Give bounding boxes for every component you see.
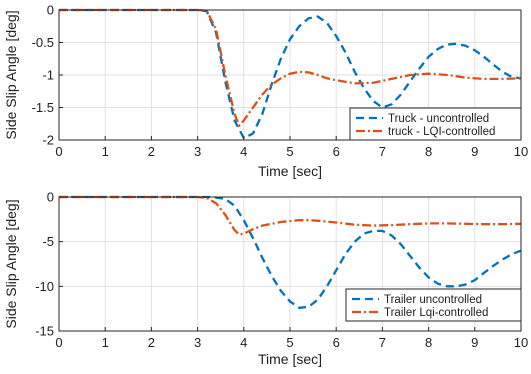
- x-tick-label: 8: [425, 335, 432, 350]
- x-tick-label: 5: [286, 335, 293, 350]
- x-tick-label: 4: [240, 144, 247, 159]
- legend-box: [345, 288, 522, 322]
- x-tick-label: 2: [148, 144, 155, 159]
- y-tick-label: -5: [42, 234, 54, 249]
- x-tick-label: 9: [471, 144, 478, 159]
- y-tick-label: -0.5: [32, 35, 54, 50]
- x-tick-label: 6: [333, 144, 340, 159]
- x-tick-label: 9: [471, 335, 478, 350]
- x-tick-label: 2: [148, 335, 155, 350]
- x-tick-label: 6: [333, 335, 340, 350]
- x-tick-label: 4: [240, 335, 247, 350]
- y-axis-label: Side Slip Angle [deg]: [3, 10, 19, 139]
- y-tick-label: -1: [42, 68, 54, 83]
- y-tick-label: 0: [47, 190, 54, 205]
- legend-label-1: Truck - uncontrolled: [388, 113, 489, 125]
- x-tick-label: 5: [286, 144, 293, 159]
- x-tick-label: 10: [514, 144, 528, 159]
- x-tick-label: 3: [194, 144, 201, 159]
- y-tick-label: 0: [47, 3, 54, 18]
- y-tick-label: -2: [42, 133, 54, 148]
- x-tick-label: 1: [102, 335, 109, 350]
- legend-label-2: truck - LQI-controlled: [388, 126, 495, 138]
- x-tick-label: 7: [379, 144, 386, 159]
- y-axis-label: Side Slip Angle [deg]: [3, 199, 19, 328]
- series-line-2: [59, 195, 522, 236]
- legend-box: [349, 107, 522, 141]
- y-tick-label: -10: [35, 279, 54, 294]
- x-axis-label: Time [sec]: [258, 351, 322, 367]
- x-tick-label: 1: [102, 144, 109, 159]
- x-tick-label: 3: [194, 335, 201, 350]
- x-tick-label: 8: [425, 144, 432, 159]
- x-tick-label: 0: [55, 144, 62, 159]
- chart-panel-1: 0 1 2 3 4 5 6 7 8 9 10 0 -0.5 -1 -1.5 -2 Time [sec] Side …: [3, 3, 528, 180]
- y-tick-label: -1.5: [32, 100, 54, 115]
- legend-label-2: Trailer Lqi-controlled: [384, 307, 488, 319]
- chart-panel-2: 0 1 2 3 4 5 6 7 8 9 10 0 -5 -10 -15 Time [sec] Side Slip…: [3, 190, 528, 368]
- legend-label-1: Trailer uncontrolled: [384, 294, 482, 306]
- y-tick-label: -15: [35, 324, 54, 339]
- x-tick-label: 7: [379, 335, 386, 350]
- x-tick-label: 10: [514, 335, 528, 350]
- x-tick-label: 0: [55, 335, 62, 350]
- x-axis-label: Time [sec]: [258, 163, 322, 179]
